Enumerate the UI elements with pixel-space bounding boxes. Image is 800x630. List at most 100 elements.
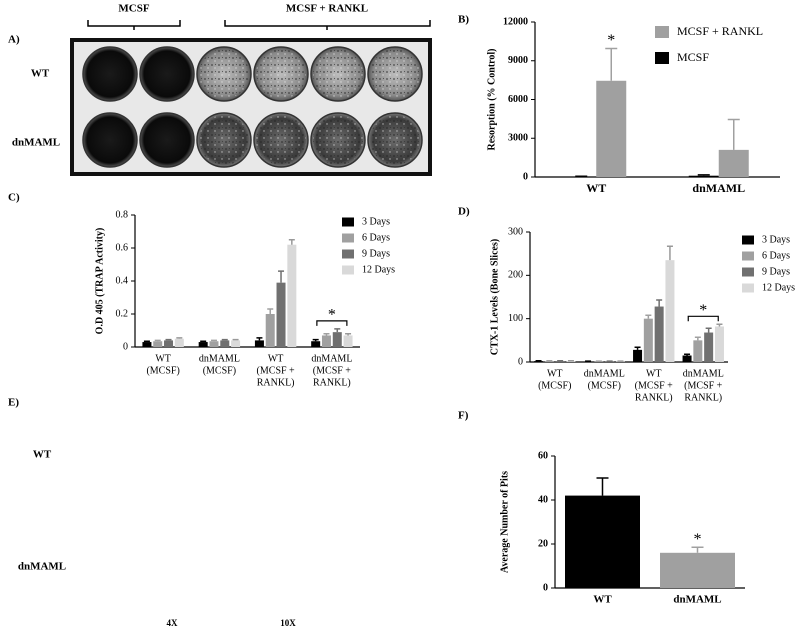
row-label: dnMAML — [18, 561, 66, 573]
bracket — [224, 20, 431, 30]
bar — [343, 335, 353, 347]
error-bar — [288, 239, 295, 245]
well-texture — [199, 49, 249, 99]
well-texture — [256, 49, 306, 99]
bar — [714, 326, 724, 362]
well-texture — [313, 49, 363, 99]
bar — [174, 338, 184, 347]
x-tick-label: (MCSF) — [146, 365, 179, 376]
error-bar — [634, 346, 641, 350]
magnification: 4X — [167, 618, 179, 628]
x-tick-label: dnMAML — [199, 353, 240, 364]
y-tick-label: 40 — [538, 494, 548, 505]
x-tick-label: dnMAML — [673, 594, 721, 606]
y-axis-label: Resorption (% Control) — [486, 48, 497, 150]
legend-label: 9 Days — [762, 266, 790, 277]
bar — [660, 552, 735, 588]
x-tick-label: RANKL) — [313, 377, 351, 388]
panel-label: E) — [8, 397, 19, 409]
bar — [276, 282, 286, 347]
bar — [321, 335, 331, 347]
x-tick-label: (MCSF + — [313, 365, 352, 376]
bar — [682, 355, 692, 362]
x-tick-label: WT — [268, 353, 284, 364]
row-label: dnMAML — [12, 137, 60, 149]
y-tick-label: 0 — [123, 341, 128, 352]
panel-label: B) — [458, 14, 469, 26]
y-tick-label: 0.4 — [116, 275, 129, 286]
error-bar — [645, 314, 652, 319]
legend-label: 3 Days — [362, 216, 390, 227]
well — [82, 112, 138, 168]
y-tick-label: 0.6 — [116, 242, 129, 253]
x-tick-label: RANKL) — [635, 392, 673, 403]
bar — [688, 175, 719, 177]
error-bar — [694, 336, 701, 341]
legend-label: 3 Days — [762, 234, 790, 245]
significance-marker: * — [607, 32, 615, 49]
legend-label: MCSF — [677, 50, 709, 64]
bar — [153, 341, 163, 347]
error-bar — [154, 339, 161, 342]
bar — [164, 340, 174, 347]
error-bar — [716, 323, 723, 327]
x-tick-label: WT — [586, 181, 606, 195]
y-axis-label: CTX-1 Levels (Bone Slices) — [489, 239, 500, 355]
magnification: 10X — [280, 618, 296, 628]
well-texture — [313, 115, 363, 165]
group-label: MCSF — [118, 3, 149, 15]
legend-swatch — [342, 265, 354, 275]
y-tick-label: 200 — [508, 270, 523, 281]
bar — [643, 318, 653, 362]
panel-label: F) — [458, 410, 469, 422]
well-texture — [256, 115, 306, 165]
bar — [665, 260, 675, 362]
y-tick-label: 20 — [538, 538, 548, 549]
y-axis-label: O.D 405 (TRAP Activity) — [94, 228, 105, 335]
x-tick-label: RANKL) — [257, 377, 295, 388]
x-tick-label: (MCSF + — [684, 380, 723, 391]
error-bar — [345, 333, 352, 336]
x-tick-label: WT — [547, 368, 563, 379]
x-tick-label: WT — [593, 594, 612, 606]
error-bar — [165, 338, 172, 341]
bar — [566, 361, 576, 362]
error-bar — [684, 353, 691, 356]
well — [139, 46, 195, 102]
x-tick-label: (MCSF + — [635, 380, 674, 391]
bar — [565, 495, 640, 588]
error-bar — [656, 299, 663, 307]
micrographs: WT dnMAML 4X 10X — [18, 449, 296, 629]
y-tick-label: 0 — [523, 171, 528, 182]
panel-label: D) — [458, 206, 470, 218]
legend-swatch — [655, 26, 669, 38]
legend-swatch — [742, 267, 754, 277]
bar — [198, 342, 208, 347]
bar — [718, 149, 749, 177]
error-bar — [200, 340, 207, 343]
y-tick-label: 60 — [538, 450, 548, 461]
error-bar — [210, 339, 217, 342]
x-tick-label: dnMAML — [692, 181, 745, 195]
significance-marker: * — [694, 531, 702, 548]
error-bar — [256, 337, 263, 341]
bar — [654, 306, 664, 362]
bar — [555, 361, 565, 362]
error-bar — [143, 340, 150, 343]
well-texture — [199, 115, 249, 165]
error-bar — [596, 477, 609, 496]
x-tick-label: dnMAML — [311, 353, 352, 364]
bar — [311, 341, 321, 347]
bar — [704, 332, 714, 362]
legend-swatch — [655, 52, 669, 64]
well — [82, 46, 138, 102]
well-texture — [370, 115, 420, 165]
panel-label: C) — [8, 192, 20, 204]
error-bar — [334, 328, 341, 333]
y-tick-label: 9000 — [508, 55, 528, 66]
row-label: WT — [33, 449, 52, 461]
legend-label: 9 Days — [362, 248, 390, 259]
panel-label: A) — [8, 34, 20, 46]
y-axis-label: Average Number of Pits — [499, 471, 510, 573]
bar — [287, 244, 297, 347]
